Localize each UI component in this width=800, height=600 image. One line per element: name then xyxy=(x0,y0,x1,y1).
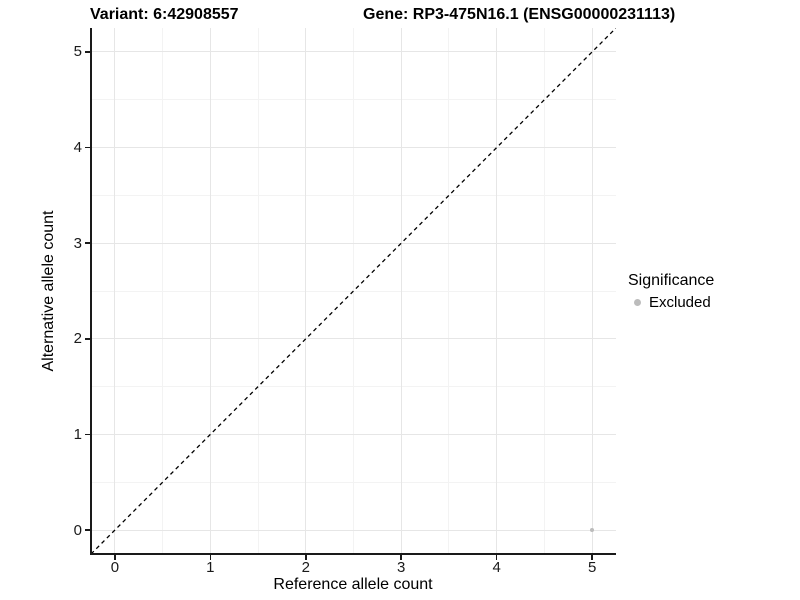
x-tick-label: 0 xyxy=(110,559,120,576)
y-minor-gridline xyxy=(91,481,616,483)
y-minor-gridline xyxy=(91,99,616,101)
data-point xyxy=(589,527,595,533)
x-tick-label: 4 xyxy=(492,559,501,576)
legend-item-excluded: Excluded xyxy=(628,293,714,311)
y-minor-gridline xyxy=(91,290,616,292)
x-tick-label: 2 xyxy=(301,559,310,576)
legend-point-icon xyxy=(633,298,641,306)
y-axis-line xyxy=(90,28,92,555)
x-major-gridline xyxy=(591,28,593,554)
y-tick-label: 3 xyxy=(73,234,82,252)
x-tick-label: 3 xyxy=(397,559,406,576)
x-tick-mark xyxy=(209,554,212,560)
x-tick-mark xyxy=(495,554,498,560)
x-tick-label: 1 xyxy=(206,559,215,576)
x-axis-title: Reference allele count xyxy=(273,576,433,593)
x-major-gridline xyxy=(400,28,402,554)
x-axis-line xyxy=(90,553,616,555)
y-minor-gridline xyxy=(91,194,616,196)
y-major-gridline xyxy=(91,147,616,149)
x-tick-mark xyxy=(114,554,116,560)
y-major-gridline xyxy=(91,51,616,53)
y-major-gridline xyxy=(91,242,616,244)
y-tick-mark xyxy=(85,338,90,340)
y-tick-mark xyxy=(85,433,90,436)
y-tick-mark xyxy=(85,242,90,244)
y-minor-gridline xyxy=(91,386,616,388)
x-major-gridline xyxy=(209,28,211,554)
y-tick-mark xyxy=(85,146,90,149)
legend-items: Excluded xyxy=(628,293,714,311)
y-tick-label: 1 xyxy=(73,425,82,443)
y-tick-label: 4 xyxy=(73,139,82,157)
plot-title-variant: Variant: 6:42908557 xyxy=(90,6,239,23)
y-major-gridline xyxy=(91,433,616,435)
plot-panel xyxy=(91,28,616,554)
x-tick-mark xyxy=(400,554,402,560)
x-tick-label: 5 xyxy=(587,559,597,576)
x-major-gridline xyxy=(114,28,116,554)
x-major-gridline xyxy=(496,28,498,554)
y-tick-label: 2 xyxy=(73,330,82,348)
y-axis-title: Alternative allele count xyxy=(40,210,57,372)
y-major-gridline xyxy=(91,338,616,340)
x-major-gridline xyxy=(305,28,307,554)
identity-reference-line xyxy=(91,28,616,554)
plot-title-gene: Gene: RP3-475N16.1 (ENSG00000231113) xyxy=(363,6,676,23)
legend-key xyxy=(628,293,646,311)
x-tick-mark xyxy=(305,554,307,560)
y-tick-label: 0 xyxy=(73,521,82,539)
y-tick-mark xyxy=(85,529,90,531)
y-tick-mark xyxy=(85,51,90,53)
x-tick-mark xyxy=(591,554,593,560)
legend: Significance Excluded xyxy=(628,272,714,311)
y-tick-label: 5 xyxy=(73,43,82,61)
legend-title: Significance xyxy=(628,272,715,289)
legend-item-label: Excluded xyxy=(649,293,711,311)
y-major-gridline xyxy=(91,529,616,531)
